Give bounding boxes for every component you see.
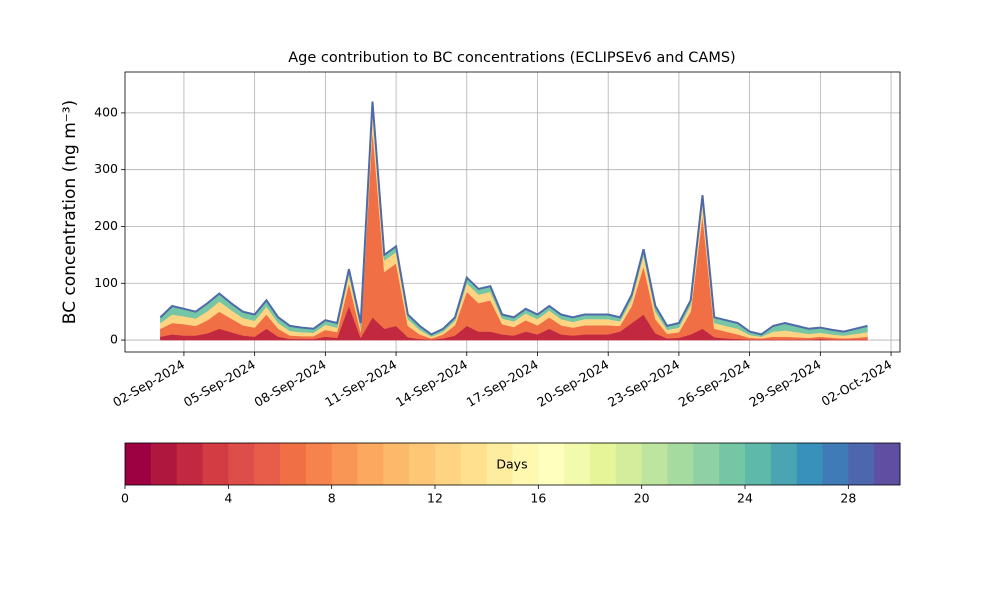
- colorbar-cell: [874, 443, 901, 485]
- x-tick-label: 26-Sep-2024: [676, 357, 753, 410]
- colorbar-cell: [357, 443, 384, 485]
- y-axis-label: BC concentration (ng m⁻³): [60, 100, 80, 324]
- colorbar-tick-label: 28: [840, 491, 856, 506]
- colorbar-cell: [770, 443, 798, 485]
- colorbar-cell: [719, 443, 746, 485]
- colorbar-cell: [796, 443, 823, 485]
- colorbar-cell: [460, 443, 488, 485]
- x-tick-label: 23-Sep-2024: [605, 357, 682, 410]
- x-tick-label: 14-Sep-2024: [393, 357, 470, 410]
- colorbar-cell: [202, 443, 229, 485]
- colorbar-cell: [280, 443, 307, 485]
- colorbar-cell: [125, 443, 152, 485]
- colorbar-cell: [538, 443, 565, 485]
- colorbar: [125, 443, 901, 485]
- colorbar-cell: [615, 443, 643, 485]
- colorbar-cell: [228, 443, 255, 485]
- colorbar-cell: [383, 443, 410, 485]
- colorbar-cell: [822, 443, 849, 485]
- y-tick-label: 200: [94, 218, 118, 233]
- colorbar-cell: [486, 443, 513, 485]
- colorbar-tick-label: 0: [121, 491, 129, 506]
- colorbar-label: Days: [496, 457, 527, 472]
- x-tick-label: 17-Sep-2024: [464, 357, 541, 410]
- y-tick-label: 0: [110, 332, 118, 347]
- colorbar-cell: [745, 443, 772, 485]
- colorbar-cell: [512, 443, 539, 485]
- x-tick-label: 05-Sep-2024: [181, 357, 258, 410]
- x-tick-label: 11-Sep-2024: [322, 357, 399, 410]
- colorbar-cell: [176, 443, 203, 485]
- x-tick-label: 02-Oct-2024: [819, 357, 895, 409]
- colorbar-cell: [641, 443, 668, 485]
- total-outline: [159, 101, 868, 336]
- colorbar-cell: [254, 443, 281, 485]
- colorbar-tick-label: 16: [530, 491, 546, 506]
- colorbar-cell: [667, 443, 694, 485]
- x-tick-label: 08-Sep-2024: [252, 357, 329, 410]
- x-tick-label: 29-Sep-2024: [747, 357, 824, 410]
- colorbar-cell: [693, 443, 720, 485]
- plot-area: [125, 72, 900, 352]
- colorbar-cell: [564, 443, 591, 485]
- colorbar-cell: [409, 443, 436, 485]
- chart-title: Age contribution to BC concentrations (E…: [288, 50, 735, 66]
- colorbar-tick-label: 24: [737, 491, 753, 506]
- colorbar-cell: [150, 443, 178, 485]
- colorbar-tick-label: 4: [224, 491, 232, 506]
- colorbar-cell: [331, 443, 358, 485]
- colorbar-tick-label: 8: [328, 491, 336, 506]
- y-tick-label: 300: [94, 161, 118, 176]
- x-tick-label: 20-Sep-2024: [534, 357, 611, 410]
- x-tick-label: 02-Sep-2024: [110, 357, 187, 410]
- colorbar-tick-label: 20: [634, 491, 650, 506]
- colorbar-frame: [124, 442, 901, 486]
- colorbar-tick-label: 12: [427, 491, 443, 506]
- colorbar-cell: [590, 443, 617, 485]
- y-tick-label: 400: [94, 104, 118, 119]
- colorbar-cell: [435, 443, 462, 485]
- colorbar-cell: [848, 443, 875, 485]
- axes-frame: [124, 71, 901, 353]
- colorbar-cell: [305, 443, 333, 485]
- y-tick-label: 100: [94, 275, 118, 290]
